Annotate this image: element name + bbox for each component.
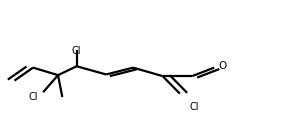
Text: O: O (219, 61, 227, 71)
Text: Cl: Cl (190, 102, 200, 112)
Text: Cl: Cl (29, 92, 38, 102)
Text: Cl: Cl (72, 47, 82, 56)
